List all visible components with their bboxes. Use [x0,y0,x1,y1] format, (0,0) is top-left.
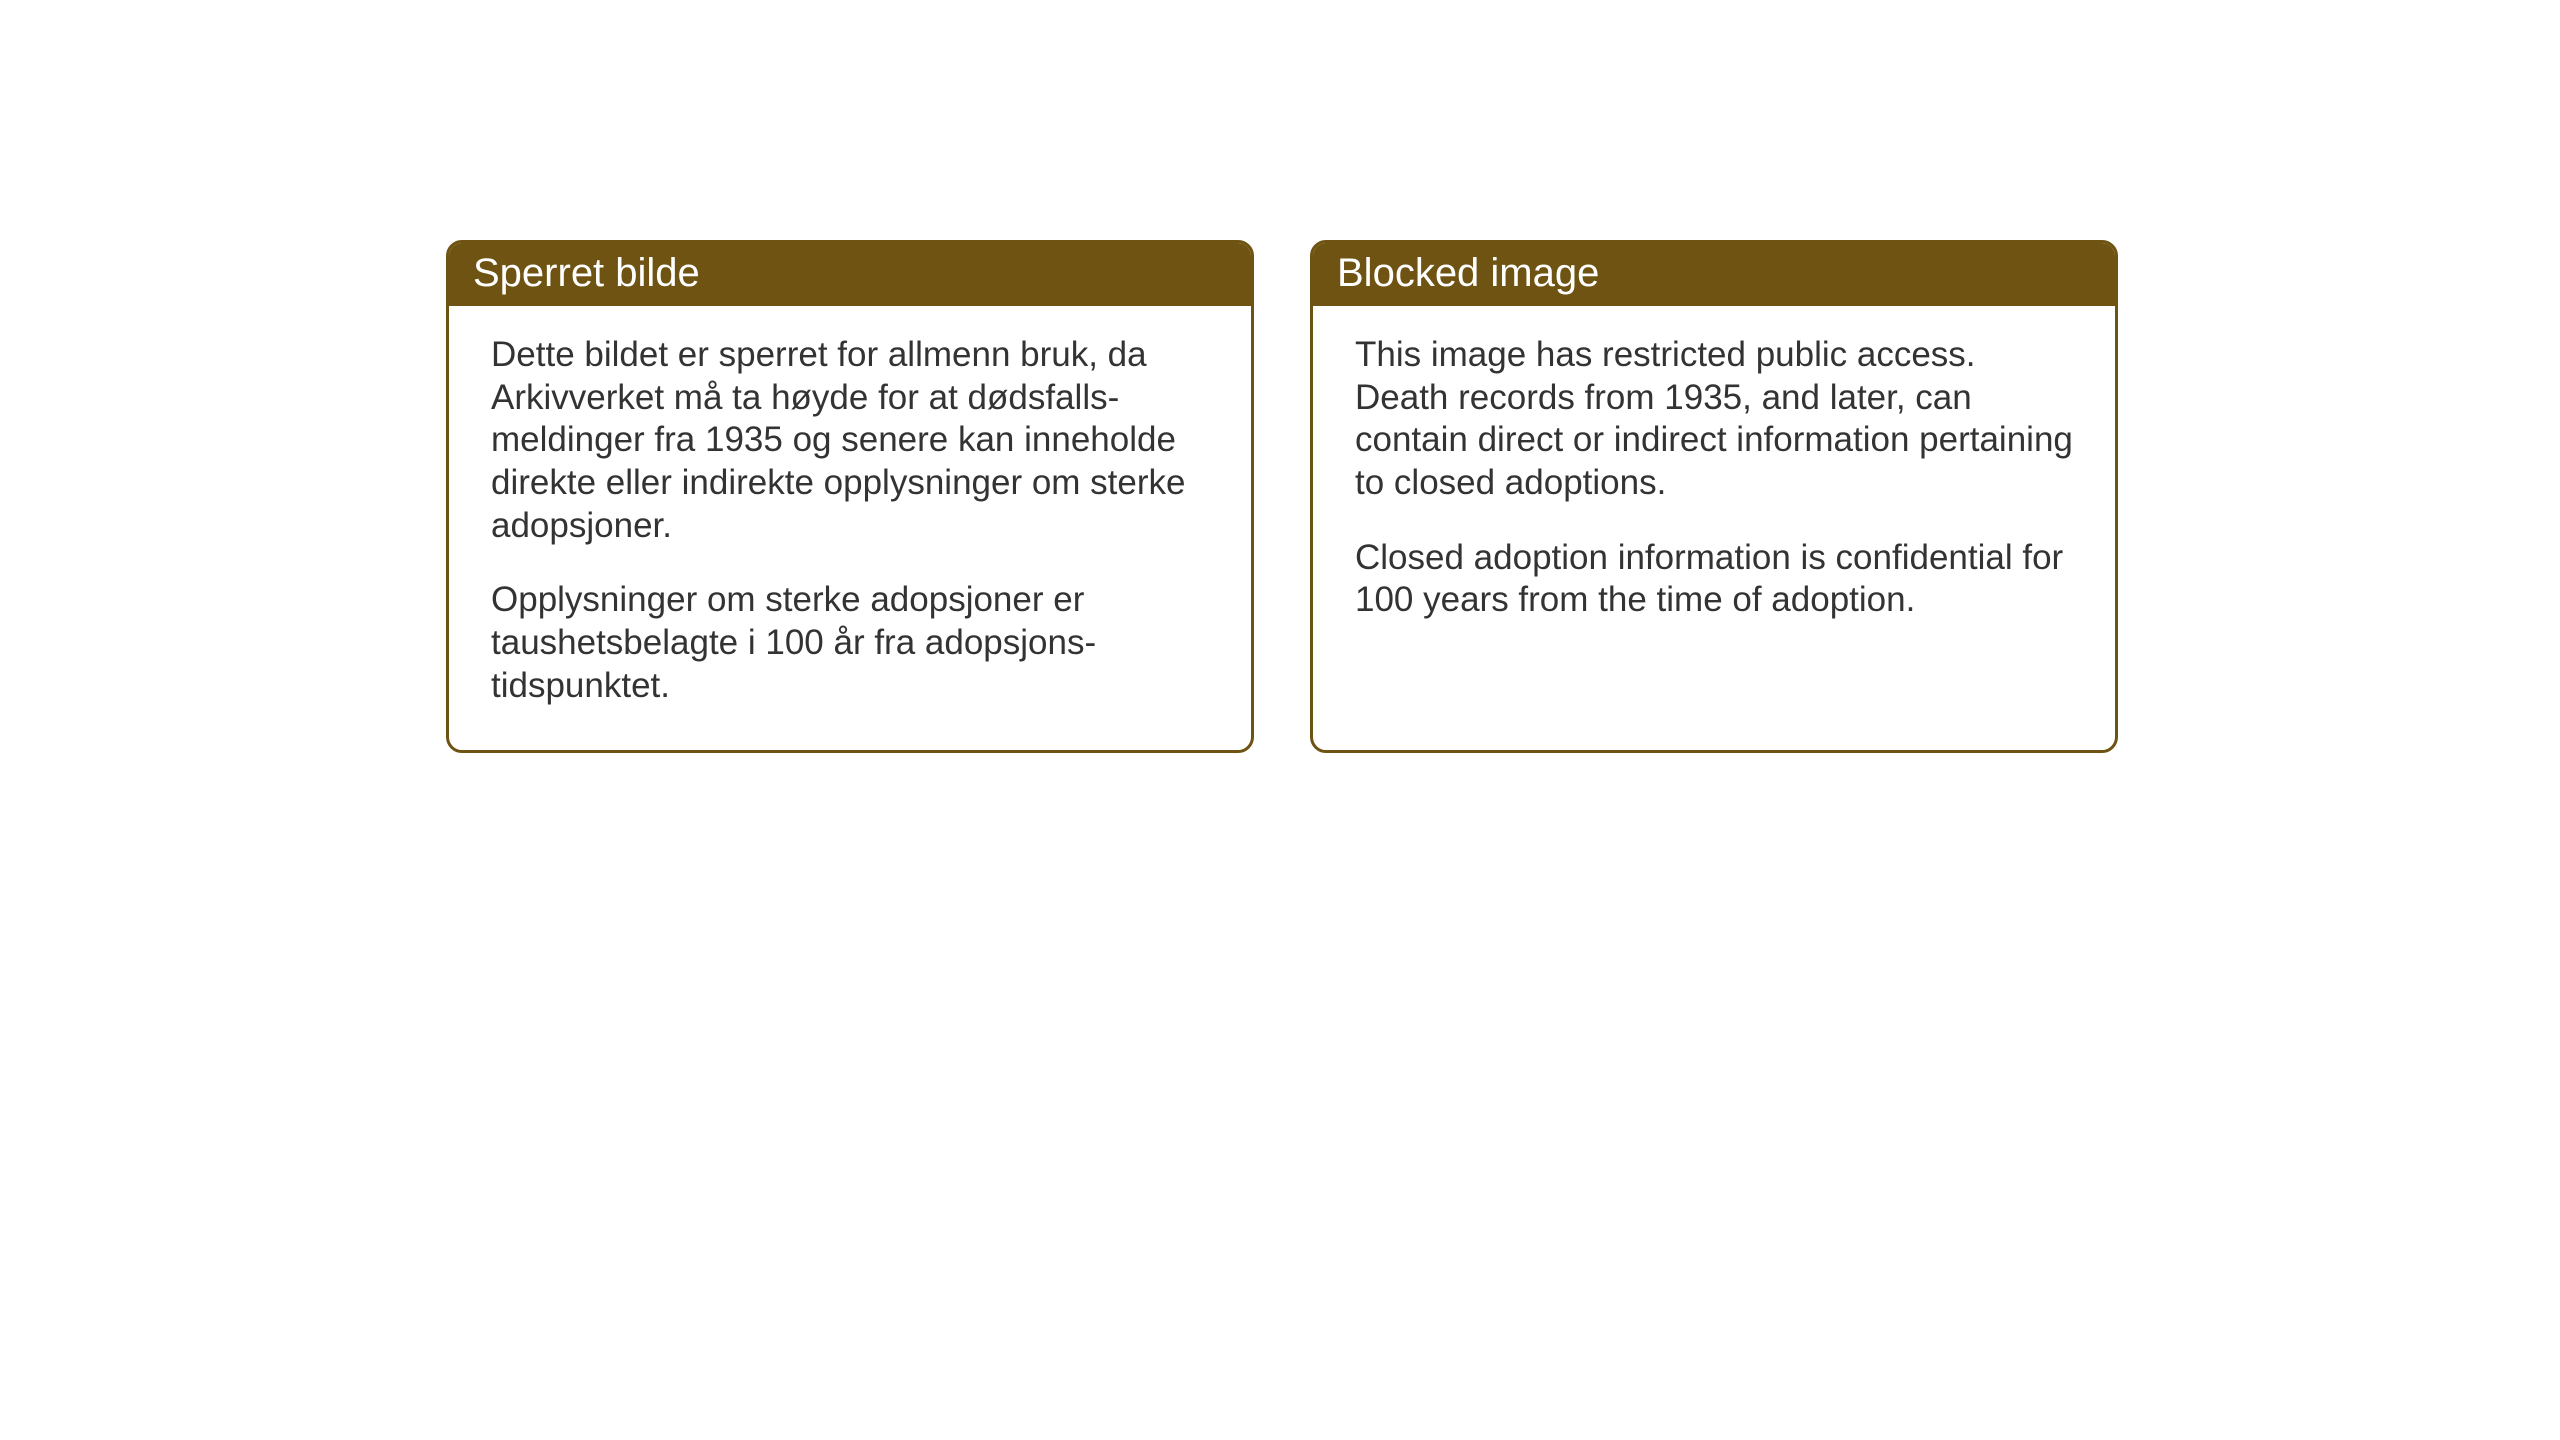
card-paragraph: Dette bildet er sperret for allmenn bruk… [491,334,1209,547]
card-header-norwegian: Sperret bilde [449,243,1251,306]
card-paragraph: Closed adoption information is confident… [1355,537,2073,622]
card-header-english: Blocked image [1313,243,2115,306]
card-paragraph: Opplysninger om sterke adopsjoner er tau… [491,579,1209,707]
card-english: Blocked image This image has restricted … [1310,240,2118,753]
card-body-english: This image has restricted public access.… [1313,306,2115,664]
card-body-norwegian: Dette bildet er sperret for allmenn bruk… [449,306,1251,750]
card-paragraph: This image has restricted public access.… [1355,334,2073,505]
card-title: Sperret bilde [473,251,700,295]
card-title: Blocked image [1337,251,1599,295]
card-norwegian: Sperret bilde Dette bildet er sperret fo… [446,240,1254,753]
cards-container: Sperret bilde Dette bildet er sperret fo… [446,240,2118,753]
